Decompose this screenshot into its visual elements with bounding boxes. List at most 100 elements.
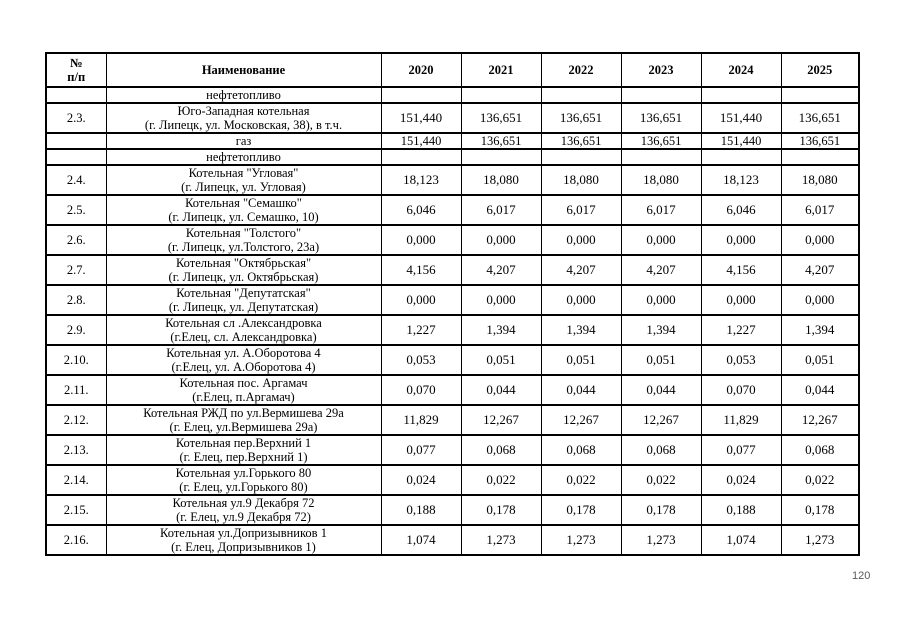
row-num-cell: 2.9.: [45, 314, 107, 346]
value-cell: 136,651: [780, 132, 860, 150]
value-cell: 0,188: [380, 494, 462, 526]
value-cell: [540, 148, 622, 166]
value-cell: 1,227: [380, 314, 462, 346]
value-cell: 0,022: [620, 464, 702, 496]
name-line: Котельная сл .Александровка: [165, 316, 322, 330]
name-line: (г. Елец, ул.9 Декабря 72): [176, 510, 311, 524]
row-num-cell: 2.10.: [45, 344, 107, 376]
name-line: (г.Елец, ул. А.Оборотова 4): [171, 360, 316, 374]
table-row: 2.5. Котельная "Семашко" (г. Липецк, ул. С…: [45, 194, 860, 226]
table-row: нефтетопливо: [45, 148, 860, 166]
row-num-cell: 2.11.: [45, 374, 107, 406]
row-num-cell: 2.8.: [45, 284, 107, 316]
value-cell: 0,000: [540, 224, 622, 256]
name-line: газ: [235, 134, 252, 148]
value-cell: 0,044: [780, 374, 860, 406]
row-name-cell: Котельная РЖД по ул.Вермишева 29а (г. Еле…: [105, 404, 382, 436]
table-row: 2.10. Котельная ул. А.Оборотова 4 (г.Елец,…: [45, 344, 860, 376]
name-line: (г. Елец, пер.Верхний 1): [179, 450, 308, 464]
value-cell: 18,080: [540, 164, 622, 196]
value-cell: 0,178: [540, 494, 622, 526]
value-cell: 12,267: [460, 404, 542, 436]
value-cell: [780, 148, 860, 166]
value-cell: 18,080: [780, 164, 860, 196]
value-cell: 6,017: [780, 194, 860, 226]
name-line: Котельная ул.9 Декабря 72: [172, 496, 315, 510]
value-cell: 0,077: [380, 434, 462, 466]
value-cell: 0,000: [780, 224, 860, 256]
value-cell: 18,123: [380, 164, 462, 196]
value-cell: 0,000: [380, 224, 462, 256]
value-cell: 151,440: [380, 132, 462, 150]
name-line: (г. Липецк, ул. Угловая): [181, 180, 306, 194]
value-cell: 0,053: [380, 344, 462, 376]
table-body: нефтетопливо 2.3. Юго-Западная котельная (г…: [45, 86, 860, 556]
value-cell: 0,024: [700, 464, 782, 496]
value-cell: 0,051: [780, 344, 860, 376]
value-cell: 151,440: [700, 102, 782, 134]
value-cell: 12,267: [540, 404, 622, 436]
row-num-cell: [45, 132, 107, 150]
value-cell: [700, 86, 782, 104]
table-row: 2.12. Котельная РЖД по ул.Вермишева 29а (г…: [45, 404, 860, 436]
header-row: № п/п Наименование 2020 2021 2022 2023 2…: [45, 52, 860, 88]
table-row: 2.4. Котельная "Угловая" (г. Липецк, ул. У…: [45, 164, 860, 196]
value-cell: 0,000: [780, 284, 860, 316]
value-cell: 136,651: [620, 102, 702, 134]
value-cell: 6,017: [620, 194, 702, 226]
value-cell: [380, 148, 462, 166]
col-header-num-line: п/п: [67, 70, 86, 84]
value-cell: 136,651: [540, 132, 622, 150]
value-cell: 0,068: [540, 434, 622, 466]
table-row: 2.11. Котельная пос. Аргамач (г.Елец, п.Ар…: [45, 374, 860, 406]
name-line: Котельная пос. Аргамач: [179, 376, 308, 390]
row-num-cell: 2.12.: [45, 404, 107, 436]
page-number: 120: [852, 570, 871, 582]
row-num-cell: 2.14.: [45, 464, 107, 496]
value-cell: 0,070: [380, 374, 462, 406]
row-name-cell: Юго-Западная котельная (г. Липецк, ул. Мо…: [105, 102, 382, 134]
value-cell: 0,000: [620, 224, 702, 256]
row-name-cell: Котельная ул. А.Оборотова 4 (г.Елец, ул. …: [105, 344, 382, 376]
row-name-cell: Котельная ул.Горького 80 (г. Елец, ул.Гор…: [105, 464, 382, 496]
row-name-cell: Котельная ул.9 Декабря 72 (г. Елец, ул.9 …: [105, 494, 382, 526]
table-row: 2.14. Котельная ул.Горького 80 (г. Елец, у…: [45, 464, 860, 496]
row-num-cell: 2.3.: [45, 102, 107, 134]
value-cell: 0,000: [700, 284, 782, 316]
value-cell: 0,022: [540, 464, 622, 496]
name-line: Котельная "Семашко": [185, 196, 302, 210]
name-line: нефтетопливо: [206, 150, 281, 164]
name-line: Юго-Западная котельная: [177, 104, 310, 118]
name-line: (г. Елец, Допризывников 1): [171, 540, 316, 554]
name-line: Котельная РЖД по ул.Вермишева 29а: [143, 406, 344, 420]
table-row: 2.7. Котельная "Октябрьская" (г. Липецк, у…: [45, 254, 860, 286]
row-num-cell: [45, 86, 107, 104]
col-header-year-2024: 2024: [700, 52, 782, 88]
value-cell: 0,178: [460, 494, 542, 526]
table-row: газ 151,440 136,651 136,651 136,651 151,440 13…: [45, 132, 860, 150]
value-cell: 0,068: [780, 434, 860, 466]
value-cell: 0,000: [620, 284, 702, 316]
table-row: 2.6. Котельная "Толстого" (г. Липецк, ул.Т…: [45, 224, 860, 256]
value-cell: 0,000: [380, 284, 462, 316]
name-line: Котельная ул.Горького 80: [175, 466, 312, 480]
value-cell: 0,022: [460, 464, 542, 496]
row-name-cell: Котельная "Октябрьская" (г. Липецк, ул. О…: [105, 254, 382, 286]
row-name-cell: газ: [105, 132, 382, 150]
value-cell: 0,178: [620, 494, 702, 526]
value-cell: 4,207: [620, 254, 702, 286]
table-row: 2.3. Юго-Западная котельная (г. Липецк, ул…: [45, 102, 860, 134]
value-cell: 0,068: [620, 434, 702, 466]
value-cell: [460, 148, 542, 166]
value-cell: 1,273: [460, 524, 542, 556]
row-num-cell: [45, 148, 107, 166]
value-cell: 12,267: [620, 404, 702, 436]
name-line: (г.Елец, п.Аргамач): [192, 390, 295, 404]
value-cell: 0,051: [540, 344, 622, 376]
row-name-cell: Котельная сл .Александровка (г.Елец, сл. …: [105, 314, 382, 346]
table-row: 2.16. Котельная ул.Допризывников 1 (г. Еле…: [45, 524, 860, 556]
value-cell: 0,022: [780, 464, 860, 496]
col-header-name: Наименование: [105, 52, 382, 88]
row-name-cell: Котельная пос. Аргамач (г.Елец, п.Аргамач…: [105, 374, 382, 406]
